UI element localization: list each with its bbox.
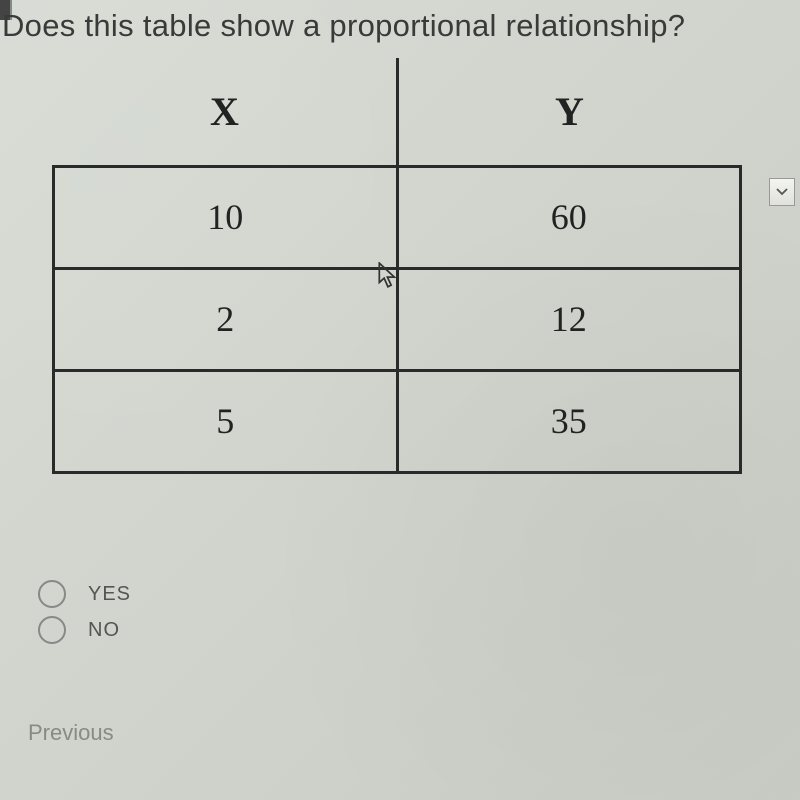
cell-x: 10 [54, 166, 398, 268]
cell-y: 12 [397, 268, 741, 370]
option-label: NO [88, 619, 120, 642]
table-row: 5 35 [54, 370, 741, 472]
cell-y: 35 [397, 370, 741, 472]
dropdown-button[interactable] [769, 178, 795, 206]
table-row: 10 60 [54, 166, 741, 268]
option-label: YES [88, 583, 131, 606]
radio-icon [38, 580, 66, 608]
cell-x: 5 [54, 370, 398, 472]
data-table: X Y 10 60 2 12 5 35 [52, 58, 742, 474]
chevron-down-icon [776, 188, 788, 196]
option-no[interactable]: NO [38, 616, 131, 644]
cell-y: 60 [397, 166, 741, 268]
col-header-x: X [54, 58, 398, 166]
table-row: 2 12 [54, 268, 741, 370]
cell-x: 2 [54, 268, 398, 370]
answer-options: YES NO [38, 580, 131, 652]
col-header-y: Y [397, 58, 741, 166]
question-text: Does this table show a proportional rela… [0, 8, 685, 44]
option-yes[interactable]: YES [38, 580, 131, 608]
radio-icon [38, 616, 66, 644]
previous-button[interactable]: Previous [28, 720, 114, 746]
